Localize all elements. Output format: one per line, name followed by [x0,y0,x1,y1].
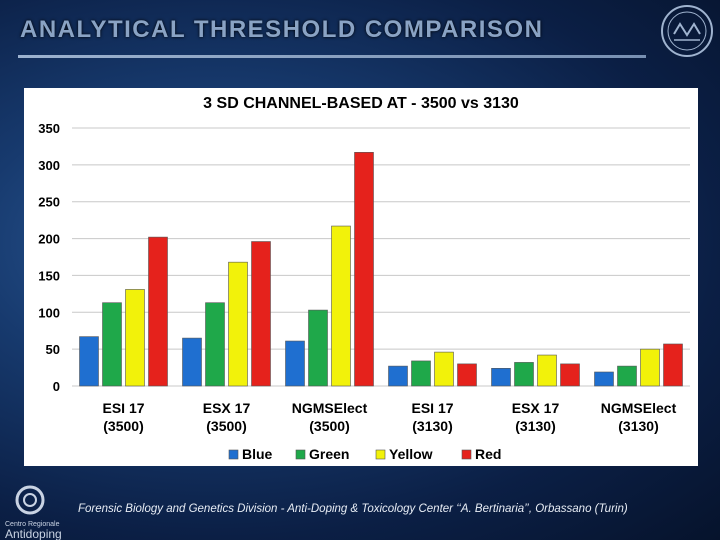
bar-red [560,363,580,387]
y-tick-label: 350 [38,121,60,136]
x-tick-label: ESX 17 [512,400,560,416]
bar-yellow [640,348,660,387]
x-tick-label: (3500) [309,418,349,434]
bar-blue [491,368,511,387]
bar-blue [388,365,408,387]
bar-blue [285,340,305,387]
bar-red [148,236,168,387]
bar-green [308,309,328,387]
bar-green [205,302,225,387]
x-tick-label: (3130) [515,418,555,434]
bar-yellow [537,354,557,387]
x-tick-label: (3500) [206,418,246,434]
bar-blue [594,371,614,387]
bar-green [102,302,122,387]
bar-yellow [331,225,351,387]
legend-label-blue: Blue [242,446,273,462]
bar-red [354,152,374,387]
y-tick-label: 0 [53,379,60,394]
logo-line-2: Antidoping [5,527,62,540]
logo-mark-icon [15,485,45,515]
bar-red [663,343,683,387]
x-tick-label: ESI 17 [411,400,453,416]
y-tick-label: 250 [38,195,60,210]
chart-panel: 3 SD CHANNEL-BASED AT - 3500 vs 3130 0 50… [24,88,698,466]
x-tick-label: NGMSElect [601,400,677,416]
title-underline [18,55,646,58]
bar-green [514,362,534,387]
bar-red [251,241,271,387]
bar-green [411,360,431,387]
bar-chart: 3 SD CHANNEL-BASED AT - 3500 vs 3130 0 50… [38,95,690,462]
legend-label-red: Red [475,446,501,462]
bar-green [617,365,637,387]
center-logo: Centro Regionale Antidoping [5,485,62,540]
y-tick-label: 300 [38,158,60,173]
bar-yellow [434,351,454,387]
chart-title: 3 SD CHANNEL-BASED AT - 3500 vs 3130 [203,95,519,112]
y-tick-label: 200 [38,232,60,247]
bar-blue [182,337,202,387]
y-tick-label: 50 [46,342,60,357]
x-tick-label: (3500) [103,418,143,434]
bar-red [457,363,477,387]
bar-yellow [228,261,248,387]
legend-swatch-blue [228,449,239,460]
x-tick-label: ESI 17 [102,400,144,416]
x-tick-label: (3130) [618,418,658,434]
university-seal-icon [661,5,713,57]
legend-swatch-green [295,449,306,460]
bar-blue [79,336,99,387]
slide-title: ANALYTICAL THRESHOLD COMPARISON [20,16,544,43]
logo-line-1: Centro Regionale [5,521,60,528]
y-tick-label: 100 [38,305,60,320]
legend-swatch-yellow [375,449,386,460]
x-tick-label: NGMSElect [292,400,368,416]
y-tick-label: 150 [38,268,60,283]
footer-text: Forensic Biology and Genetics Division -… [78,503,628,515]
legend-label-yellow: Yellow [389,446,433,462]
x-tick-label: ESX 17 [203,400,251,416]
x-tick-label: (3130) [412,418,452,434]
legend-swatch-red [461,449,472,460]
bar-yellow [125,289,145,387]
legend-label-green: Green [309,446,349,462]
